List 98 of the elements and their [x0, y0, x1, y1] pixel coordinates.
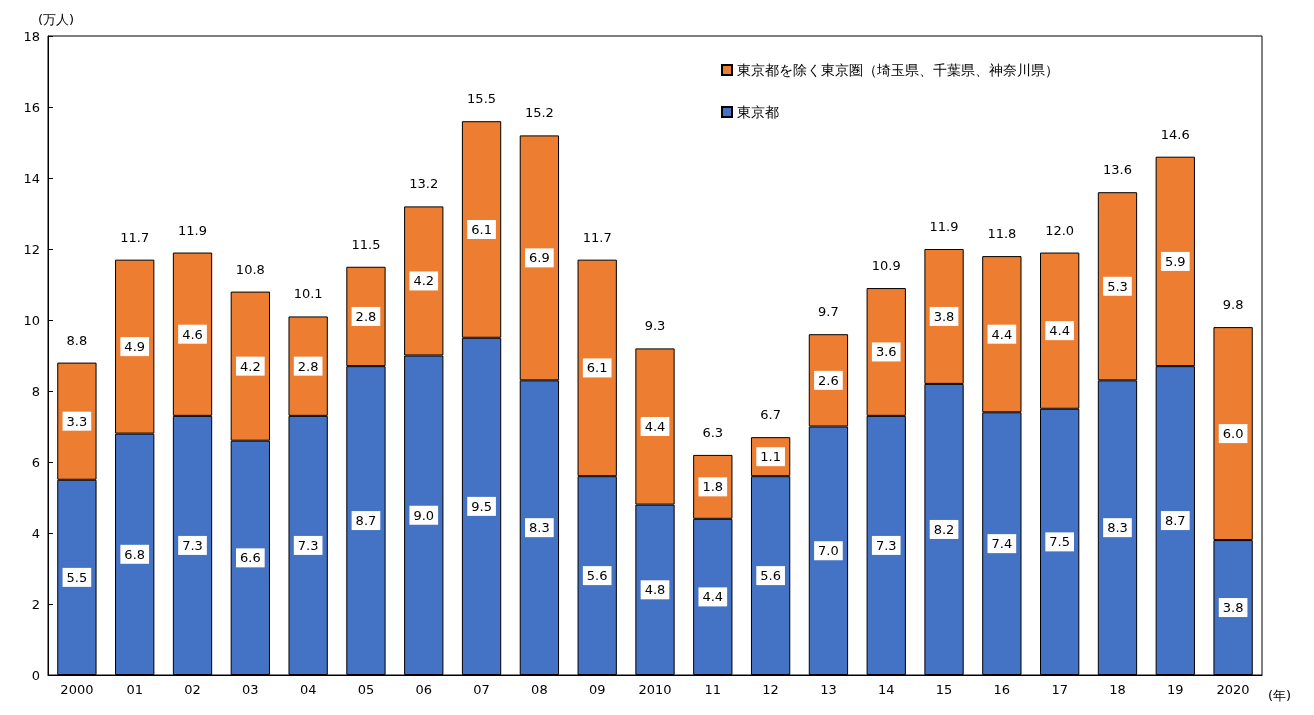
total-label: 14.6	[1160, 126, 1190, 142]
data-label: 4.4	[702, 589, 724, 605]
total-label: 10.1	[293, 286, 323, 302]
data-label: 4.4	[644, 419, 666, 434]
y-tick-label: 18	[23, 28, 40, 44]
total-label: 6.7	[760, 407, 781, 423]
y-tick-label: 12	[23, 241, 40, 257]
x-tick-label: 11	[704, 682, 722, 697]
data-label: 5.6	[586, 568, 608, 584]
total-label: 13.2	[409, 176, 439, 192]
data-label: 4.4	[991, 326, 1013, 342]
data-label: 4.2	[413, 273, 435, 289]
x-tick-label: 14	[877, 682, 895, 697]
x-tick-label: 06	[415, 682, 433, 697]
data-label: 3.8	[933, 308, 955, 324]
data-label: 5.9	[1164, 253, 1186, 269]
data-label: 4.8	[644, 582, 666, 598]
y-tick-label: 0	[31, 667, 40, 683]
legend-label: 東京都を除く東京圏（埼玉県、千葉県、神奈川県）	[737, 62, 1059, 78]
data-label: 1.1	[760, 449, 781, 465]
data-label: 8.2	[933, 521, 955, 537]
total-label: 11.9	[929, 219, 959, 234]
total-label: 12.0	[1045, 222, 1075, 238]
data-label: 6.8	[124, 546, 146, 562]
total-label: 11.7	[582, 229, 612, 245]
data-label: 7.3	[875, 537, 897, 553]
data-label: 4.9	[124, 339, 146, 355]
x-tick-label: 05	[357, 682, 375, 697]
x-axis-title: (年)	[1268, 688, 1292, 703]
y-tick-label: 8	[31, 383, 40, 399]
x-tick-label: 18	[1109, 682, 1126, 697]
y-axis-title: (万人)	[38, 12, 75, 27]
data-label: 6.1	[471, 221, 492, 237]
x-tick-label: 08	[531, 682, 548, 697]
total-label: 15.5	[467, 91, 497, 107]
x-tick-label: 2020	[1216, 682, 1250, 697]
x-tick-label: 17	[1051, 682, 1068, 697]
total-label: 13.6	[1103, 162, 1132, 178]
total-label: 6.3	[702, 424, 724, 440]
x-tick-label: 03	[242, 682, 259, 697]
data-label: 3.3	[66, 413, 88, 429]
x-tick-label: 15	[935, 682, 953, 697]
y-tick-label: 16	[23, 99, 40, 115]
y-tick-label: 2	[31, 596, 40, 612]
data-label: 4.2	[239, 358, 261, 374]
x-tick-label: 2000	[60, 682, 94, 697]
x-tick-label: 13	[820, 682, 837, 697]
data-label: 7.4	[991, 536, 1013, 552]
data-label: 5.5	[66, 569, 88, 585]
data-label: 1.8	[702, 479, 724, 495]
total-label: 11.8	[987, 226, 1017, 242]
total-label: 11.7	[120, 229, 150, 245]
data-label: 8.3	[529, 520, 550, 536]
total-label: 9.8	[1222, 297, 1244, 313]
data-label: 6.1	[586, 360, 608, 376]
data-label: 6.6	[239, 550, 261, 566]
x-tick-label: 2010	[638, 682, 672, 697]
y-tick-label: 6	[31, 454, 40, 470]
data-label: 5.3	[1107, 278, 1128, 294]
data-label: 3.8	[1222, 600, 1244, 616]
data-label: 2.8	[355, 308, 377, 324]
x-tick-label: 19	[1167, 682, 1184, 697]
data-label: 8.7	[355, 513, 377, 529]
data-label: 7.5	[1049, 534, 1071, 550]
total-label: 9.7	[818, 304, 839, 320]
total-label: 10.8	[235, 261, 265, 277]
total-label: 9.3	[644, 318, 666, 334]
data-label: 4.6	[182, 326, 203, 342]
data-label: 8.7	[1164, 513, 1186, 529]
data-label: 2.8	[297, 358, 319, 374]
total-label: 11.9	[178, 222, 207, 238]
x-tick-label: 07	[473, 682, 490, 697]
x-tick-label: 04	[299, 682, 317, 697]
data-label: 7.3	[182, 537, 203, 553]
data-label: 9.0	[413, 507, 435, 523]
y-tick-label: 10	[23, 312, 40, 328]
x-tick-label: 02	[184, 682, 201, 697]
data-label: 3.6	[875, 344, 897, 360]
x-tick-label: 09	[588, 682, 606, 697]
x-tick-label: 01	[126, 682, 143, 697]
y-tick-label: 14	[23, 170, 40, 186]
total-label: 8.8	[66, 332, 88, 348]
x-tick-label: 16	[993, 682, 1011, 697]
total-label: 15.2	[524, 105, 554, 121]
legend-label: 東京都	[737, 104, 779, 120]
total-label: 10.9	[871, 258, 901, 274]
data-label: 2.6	[818, 372, 839, 388]
y-tick-label: 4	[31, 525, 40, 541]
data-label: 7.3	[297, 537, 319, 553]
data-label: 7.0	[818, 543, 839, 559]
x-tick-label: 12	[762, 682, 779, 697]
data-label: 4.4	[1049, 323, 1071, 339]
data-label: 6.9	[529, 250, 550, 266]
total-label: 11.5	[351, 236, 381, 252]
data-label: 5.6	[760, 568, 781, 584]
data-label: 8.3	[1107, 520, 1128, 536]
data-label: 6.0	[1222, 426, 1244, 442]
data-label: 9.5	[471, 498, 492, 514]
